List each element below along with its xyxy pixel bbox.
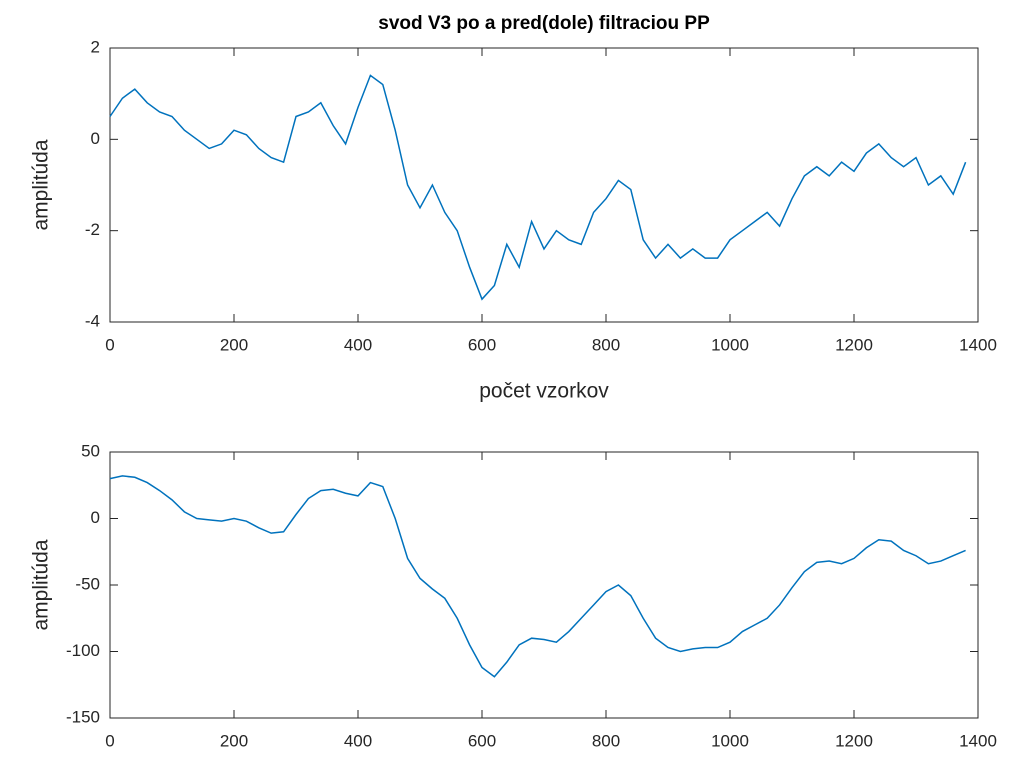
y-tick-label: -4: [85, 311, 100, 330]
axes-box: [109, 47, 979, 323]
x-tick-label: 600: [468, 335, 496, 354]
data-line: [109, 74, 967, 301]
x-tick-label: 0: [105, 731, 114, 750]
y-tick-label: 50: [81, 441, 100, 460]
y-tick-label: -2: [85, 220, 100, 239]
y-tick-label: -100: [66, 641, 100, 660]
y-tick-label: 2: [91, 37, 100, 56]
x-tick-label: 1200: [835, 731, 873, 750]
x-tick-label: 600: [468, 731, 496, 750]
y-axis-label: amplitúda: [30, 139, 53, 230]
x-tick-label: 1000: [711, 731, 749, 750]
x-tick-label: 200: [220, 335, 248, 354]
x-tick-label: 800: [592, 335, 620, 354]
x-tick-label: 1200: [835, 335, 873, 354]
x-tick-label: 1400: [959, 731, 997, 750]
axes-box: [109, 451, 979, 719]
x-tick-label: 1400: [959, 335, 997, 354]
x-tick-label: 200: [220, 731, 248, 750]
data-line: [109, 475, 966, 678]
y-tick-label: 0: [91, 508, 100, 527]
x-axis-label: počet vzorkov: [479, 380, 609, 403]
y-tick-label: -150: [66, 707, 100, 726]
y-tick-label: -50: [75, 574, 100, 593]
y-tick-label: 0: [91, 129, 100, 148]
x-tick-label: 0: [105, 335, 114, 354]
x-tick-label: 800: [592, 731, 620, 750]
chart-title: svod V3 po a pred(dole) filtraciou PP: [378, 13, 710, 34]
y-axis-label: amplitúda: [30, 539, 53, 630]
x-tick-label: 400: [344, 335, 372, 354]
x-tick-label: 400: [344, 731, 372, 750]
x-tick-label: 1000: [711, 335, 749, 354]
